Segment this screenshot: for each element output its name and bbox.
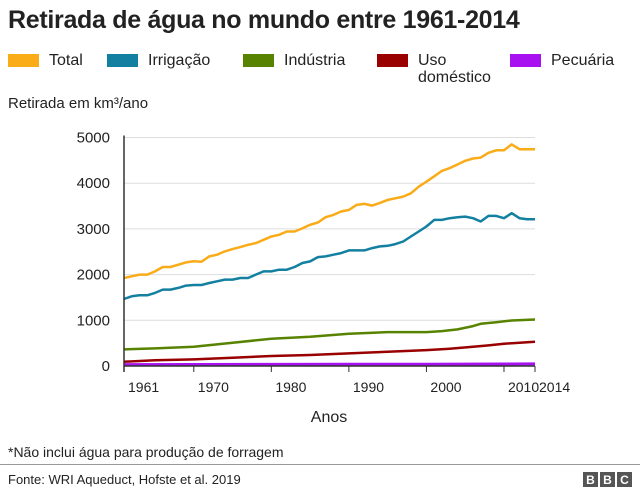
x-axis-label: Anos [311, 409, 347, 426]
chart-title: Retirada de água no mundo entre 1961-201… [8, 6, 520, 34]
x-tick-label: 1961 [128, 379, 159, 395]
x-tick-label: 2010 [508, 379, 539, 395]
y-axis-label: Retirada em km³/ano [8, 95, 149, 112]
x-tick-label: 1980 [275, 379, 306, 395]
footer-divider [0, 464, 640, 465]
footnote: *Não inclui água para produção de forrag… [8, 444, 284, 460]
y-tick-label: 5000 [77, 130, 110, 147]
series-line-3 [123, 340, 536, 363]
legend-label: Uso doméstico [418, 52, 491, 86]
legend-label: Irrigação [148, 52, 211, 69]
legend-item-pecuaria: Pecuária [510, 52, 614, 69]
y-tick-label: 4000 [77, 175, 110, 192]
legend-swatch [243, 54, 274, 67]
logo-letter: B [600, 472, 615, 487]
legend-swatch [510, 54, 541, 67]
logo-letter: C [617, 472, 632, 487]
bbc-logo: B B C [583, 472, 632, 487]
legend-item-irrigacao: Irrigação [107, 52, 210, 69]
legend-label: Indústria [284, 52, 346, 69]
series-line-0 [123, 143, 535, 280]
y-tick-label: 3000 [77, 221, 110, 238]
series-line-2 [123, 318, 536, 351]
series-line-1 [123, 211, 535, 301]
legend-swatch [8, 54, 39, 67]
legend-label: Total [49, 52, 83, 69]
x-tick-label: 1990 [353, 379, 384, 395]
y-tick-label: 1000 [77, 312, 110, 329]
logo-letter: B [583, 472, 598, 487]
y-tick-label: 0 [102, 358, 110, 375]
legend-item-total: Total [8, 52, 83, 69]
legend-item-uso-domestico: Uso doméstico [377, 52, 508, 86]
series-line-4 [123, 362, 536, 367]
legend-label: Pecuária [551, 52, 615, 69]
legend-swatch [377, 54, 408, 67]
line-chart: 0 1000 2000 3000 4000 5000 1961 1970 1980 1990 200… [77, 130, 571, 427]
x-tick-label: 2014 [539, 379, 570, 395]
y-tick-label: 2000 [77, 267, 110, 284]
source-text: Fonte: WRI Aqueduct, Hofste et al. 2019 [8, 472, 241, 487]
x-tick-label: 1970 [198, 379, 229, 395]
x-tick-label: 2000 [430, 379, 461, 395]
legend-swatch [107, 54, 138, 67]
legend-item-industria: Indústria [243, 52, 345, 69]
